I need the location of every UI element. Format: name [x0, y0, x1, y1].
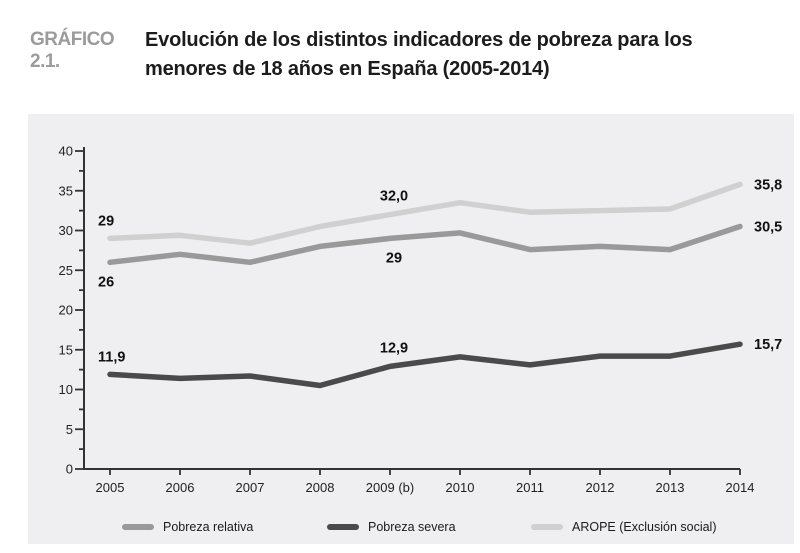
- legend-swatch-icon: [531, 524, 563, 530]
- x-tick-label: 2008: [306, 480, 335, 495]
- figure-number: GRÁFICO 2.1.: [30, 29, 115, 72]
- y-tick-label: 15: [59, 342, 73, 357]
- legend-item-2: Pobreza severa: [327, 518, 456, 536]
- figure-title-line2: menores de 18 años en España (2005-2014): [145, 58, 550, 80]
- x-tick-label: 2006: [166, 480, 195, 495]
- y-tick-label: 35: [59, 183, 73, 198]
- x-tick-label: 2011: [516, 480, 544, 495]
- figure-header: GRÁFICO 2.1. Evolución de los distintos …: [30, 26, 770, 84]
- data-label: 32,0: [380, 189, 408, 205]
- data-label: 12,9: [380, 340, 408, 356]
- legend-label: AROPE (Exclusión social): [572, 520, 717, 534]
- x-tick-label: 2005: [96, 480, 125, 495]
- figure-title-line1: Evolución de los distintos indicadores d…: [145, 29, 693, 51]
- data-label: 15,7: [754, 337, 782, 353]
- legend-item-1: Pobreza relativa: [122, 518, 253, 536]
- y-tick-label: 20: [59, 303, 73, 318]
- legend-label: Pobreza relativa: [163, 520, 254, 534]
- x-tick-label: 2012: [586, 480, 615, 495]
- x-tick-label: 2010: [446, 480, 475, 495]
- y-tick-label: 5: [66, 422, 73, 437]
- x-tick-label: 2014: [726, 480, 755, 495]
- chart-panel: 0 5 10 15 20 25 30 35 40 2005 2006 2007 2008 2009 (b)…: [28, 114, 794, 544]
- legend-item-3: AROPE (Exclusión social): [531, 518, 717, 536]
- figure-title: Evolución de los distintos indicadores d…: [145, 26, 693, 84]
- legend-label: Pobreza severa: [368, 520, 456, 534]
- y-tick-label: 40: [59, 144, 73, 159]
- data-label: 29: [98, 213, 114, 229]
- data-label: 35,8: [754, 177, 782, 193]
- data-label: 30,5: [754, 220, 782, 236]
- series-line-1: [107, 223, 743, 266]
- data-label: 29: [386, 250, 402, 266]
- x-tick-label: 2013: [656, 480, 685, 495]
- legend-swatch-icon: [122, 524, 154, 530]
- y-tick-label: 10: [59, 382, 73, 397]
- legend-swatch-icon: [327, 524, 359, 530]
- y-tick-label: 0: [66, 462, 73, 477]
- line-chart: 0 5 10 15 20 25 30 35 40 2005 2006 2007 2008 2009 (b)…: [59, 144, 783, 496]
- y-tick-label: 25: [59, 263, 73, 278]
- data-label: 11,9: [98, 349, 125, 365]
- series-line-2: [107, 341, 743, 389]
- y-tick-label: 30: [59, 223, 73, 238]
- x-tick-label: 2007: [236, 480, 265, 495]
- data-label: 26: [98, 274, 114, 290]
- series-line-3: [107, 181, 743, 246]
- x-tick-label: 2009 (b): [366, 480, 414, 495]
- chart-legend: Pobreza relativa Pobreza severa AROPE (Exc…: [28, 518, 794, 540]
